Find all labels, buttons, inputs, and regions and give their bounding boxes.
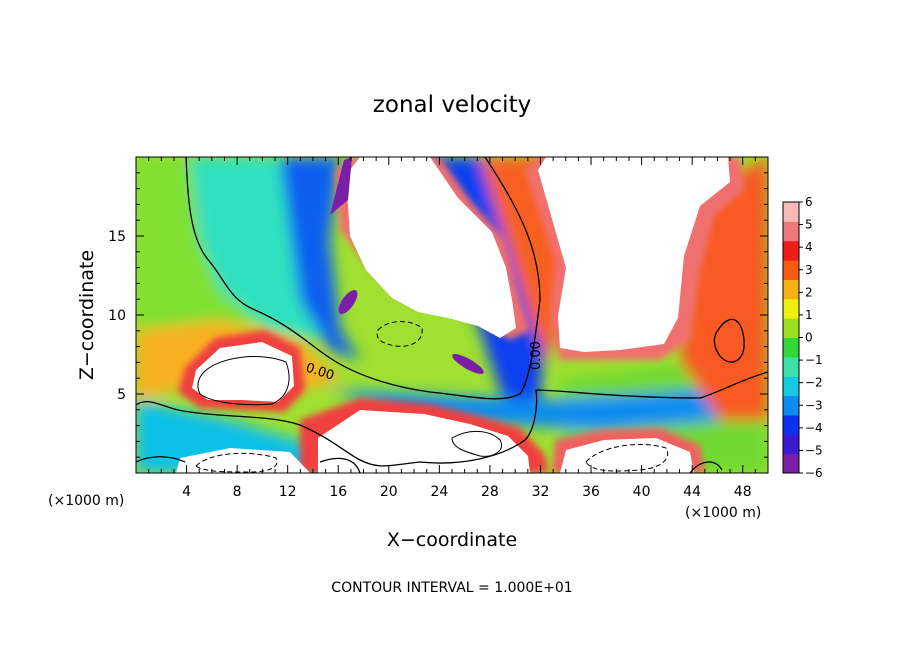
field-region-blue-band xyxy=(280,157,360,360)
colorbar-tick-label: 1 xyxy=(805,308,813,322)
contour-dashed-upper xyxy=(376,321,423,347)
colorbar-swatch xyxy=(783,240,799,261)
colorbar: 6 5 4 3 2 1 0 −1 −2 −3 −4 −5 −6 xyxy=(782,195,823,480)
colorbar-swatch xyxy=(783,260,799,280)
colorbar-tick-label: −1 xyxy=(805,353,823,367)
x-tick-label: 44 xyxy=(683,484,701,500)
velocity-field: 0.00 0.00 xyxy=(136,157,768,473)
colorbar-tick-label: −6 xyxy=(805,466,823,480)
colorbar-swatch xyxy=(783,298,799,319)
colorbar-swatch xyxy=(783,318,799,338)
colorbar-swatch xyxy=(783,202,799,222)
colorbar-tick-label: 3 xyxy=(805,263,813,277)
colorbar-swatch xyxy=(783,376,799,397)
colorbar-tick-label: 6 xyxy=(805,195,813,209)
colorbar-swatch xyxy=(783,337,799,358)
x-tick-label: 36 xyxy=(582,484,600,500)
contour-dashed-bottom-left xyxy=(195,452,278,473)
x-tick-label: 20 xyxy=(380,484,398,500)
contour-left-lens xyxy=(197,356,290,406)
negative-blob-1 xyxy=(338,290,358,314)
contour-dashed-bottom-right xyxy=(585,443,669,472)
colorbar-tick-label: −5 xyxy=(805,443,823,457)
contour-interval-note: CONTOUR INTERVAL = 1.000E+01 xyxy=(331,580,572,596)
colorbar-tick-label: 4 xyxy=(805,240,813,254)
negative-blob-2 xyxy=(452,354,484,374)
colorbar-tick-label: −4 xyxy=(805,421,823,435)
x-tick-label: 24 xyxy=(430,484,448,500)
chart-title: zonal velocity xyxy=(373,92,531,118)
x-tick-label: 48 xyxy=(734,484,752,500)
colorbar-tick-label: −2 xyxy=(805,376,823,390)
colorbar-tick-label: 0 xyxy=(805,331,813,345)
negative-blob-3 xyxy=(330,157,352,215)
colorbar-swatch xyxy=(783,434,799,455)
negative-blobs xyxy=(330,157,484,374)
x-tick-label: 4 xyxy=(182,484,191,500)
saturated-upper-right xyxy=(538,157,730,352)
colorbar-swatch xyxy=(783,221,799,242)
colorbar-swatch xyxy=(783,453,799,474)
contour-zero-main xyxy=(136,371,768,467)
x-left-unit-label: (×1000 m) xyxy=(48,493,124,509)
contour-bottom-center xyxy=(451,431,502,457)
x-tick-label: 12 xyxy=(279,484,297,500)
x-tick-label: 8 xyxy=(233,484,242,500)
colorbar-swatch xyxy=(783,414,799,435)
x-tick-label: 28 xyxy=(481,484,499,500)
y-tick-label: 5 xyxy=(117,387,126,403)
saturated-bottom-center xyxy=(318,410,530,473)
x-tick-label: 16 xyxy=(329,484,347,500)
saturated-bottom-right xyxy=(560,438,694,473)
y-axis-ticks: 5 10 15 xyxy=(108,172,768,458)
colorbar-tick-label: 2 xyxy=(805,285,813,299)
x-axis-ticks: 4 8 12 16 20 24 28 32 36 40 44 48 xyxy=(148,157,756,500)
colorbar-tick-label: 5 xyxy=(805,218,813,232)
colorbar-swatch xyxy=(783,395,799,416)
colorbar-tick-label: −3 xyxy=(805,398,823,412)
contour-right-loop xyxy=(713,318,745,363)
colorbar-swatch xyxy=(783,356,799,377)
field-saturated-regions xyxy=(176,157,730,473)
x-axis-title: X−coordinate xyxy=(387,529,517,551)
x-right-unit-label: (×1000 m) xyxy=(685,505,761,521)
x-tick-label: 40 xyxy=(633,484,651,500)
y-axis-title: Z−coordinate xyxy=(76,250,98,380)
contour-label-2: 0.00 xyxy=(529,341,544,370)
y-tick-label: 15 xyxy=(108,229,126,245)
x-tick-label: 32 xyxy=(532,484,550,500)
colorbar-swatch xyxy=(783,279,799,300)
contours xyxy=(136,157,768,473)
saturated-upper-center xyxy=(346,157,516,338)
y-tick-label: 10 xyxy=(108,308,126,324)
saturated-bottom-left xyxy=(176,448,310,473)
contour-zero-upper xyxy=(185,157,541,400)
